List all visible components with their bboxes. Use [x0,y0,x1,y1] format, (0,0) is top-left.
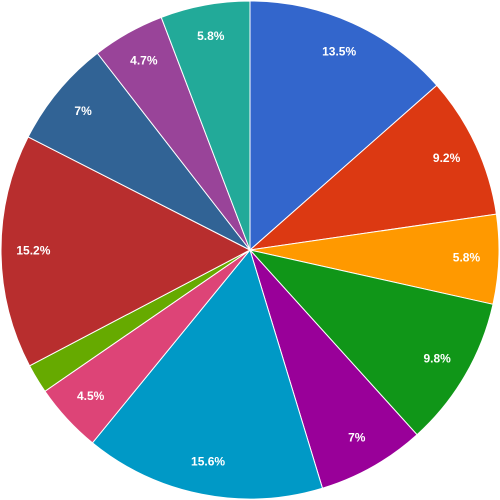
pie-slice [0,136,252,367]
slice-label: 13.5% [322,45,356,59]
slice-label: 4.7% [130,53,158,67]
pie-slice [248,249,494,436]
slice-label: 9.2% [433,151,461,165]
pie-slice [27,52,251,251]
pie-slice [160,0,251,251]
slice-label: 5.8% [453,250,481,264]
slice-label: 7% [74,104,92,118]
slice-label: 4.5% [77,389,105,403]
slice-label: 5.8% [197,29,225,43]
pie-slice [249,249,418,489]
slice-label: 7% [348,431,366,445]
slice-label: 15.6% [191,455,225,469]
slice-label: 15.2% [16,244,50,258]
pie-slice [249,0,438,252]
pie-slice [248,84,497,251]
pie-slice [91,248,324,500]
slice-label: 9.8% [423,351,451,365]
